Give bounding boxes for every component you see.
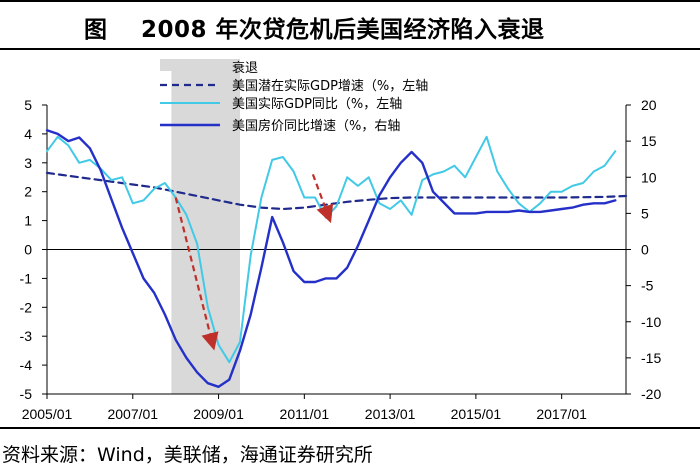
y-left-tick-label: 5 <box>24 97 32 113</box>
footer-rule <box>0 427 700 429</box>
y-left-tick-label: 3 <box>24 155 32 171</box>
y-right-tick-label: -20 <box>641 386 661 402</box>
y-right-tick-label: 10 <box>641 169 657 185</box>
y-left-tick-label: 4 <box>24 126 32 142</box>
title-top-rule <box>0 0 700 2</box>
line-chart: 543210-1-2-3-4-520151050-5-10-15-202005/… <box>20 59 661 422</box>
y-right-tick-label: 5 <box>641 205 649 221</box>
footer: 资料来源：Wind，美联储，海通证券研究所 <box>0 427 700 473</box>
y-left-tick-label: 1 <box>24 213 32 229</box>
legend-label: 美国潜在实际GDP增速（%，左轴 <box>232 79 428 94</box>
annotation-arrow-1 <box>174 197 219 351</box>
y-right-tick-label: 20 <box>641 97 657 113</box>
y-right-tick-label: -5 <box>641 278 654 294</box>
x-tick-label: 2013/01 <box>365 406 416 422</box>
series-potential-gdp-line <box>45 171 628 211</box>
page-title: 2008 年次贷危机后美国经济陷入衰退 <box>141 17 545 43</box>
legend-label: 美国实际GDP同比（%，左轴 <box>232 97 402 112</box>
x-tick-label: 2011/01 <box>280 406 330 422</box>
y-left-tick-label: -5 <box>20 386 33 402</box>
title-bar: 图 2008 年次贷危机后美国经济陷入衰退 <box>0 0 700 50</box>
x-tick-label: 2009/01 <box>193 406 244 422</box>
y-right-tick-label: 15 <box>641 133 657 149</box>
y-left-tick-label: 0 <box>24 242 32 258</box>
y-right-tick-label: 0 <box>641 242 649 258</box>
title-bottom-rule <box>0 48 700 50</box>
series-house-price-line <box>45 129 617 388</box>
source-note: 资料来源：Wind，美联储，海通证券研究所 <box>2 444 373 466</box>
y-left-tick-label: -3 <box>20 328 33 344</box>
y-left-tick-label: -4 <box>20 357 33 373</box>
x-tick-label: 2005/01 <box>22 406 73 422</box>
y-right-tick-label: -10 <box>641 314 661 330</box>
x-tick-label: 2017/01 <box>536 406 587 422</box>
annotation-arrow-2 <box>311 173 334 224</box>
y-left-tick-label: -2 <box>20 299 33 315</box>
figure-label: 图 <box>84 17 107 43</box>
x-tick-label: 2007/01 <box>107 406 158 422</box>
y-left-tick-label: 2 <box>24 184 32 200</box>
legend-label: 衰退 <box>232 60 258 76</box>
y-left-tick-label: -1 <box>20 270 33 286</box>
recession-band <box>171 59 240 394</box>
legend-label: 美国房价同比增速（%，右轴 <box>232 118 400 134</box>
x-tick-label: 2015/01 <box>451 406 502 422</box>
legend-swatch-recession <box>160 59 220 71</box>
y-right-tick-label: -15 <box>641 350 661 366</box>
